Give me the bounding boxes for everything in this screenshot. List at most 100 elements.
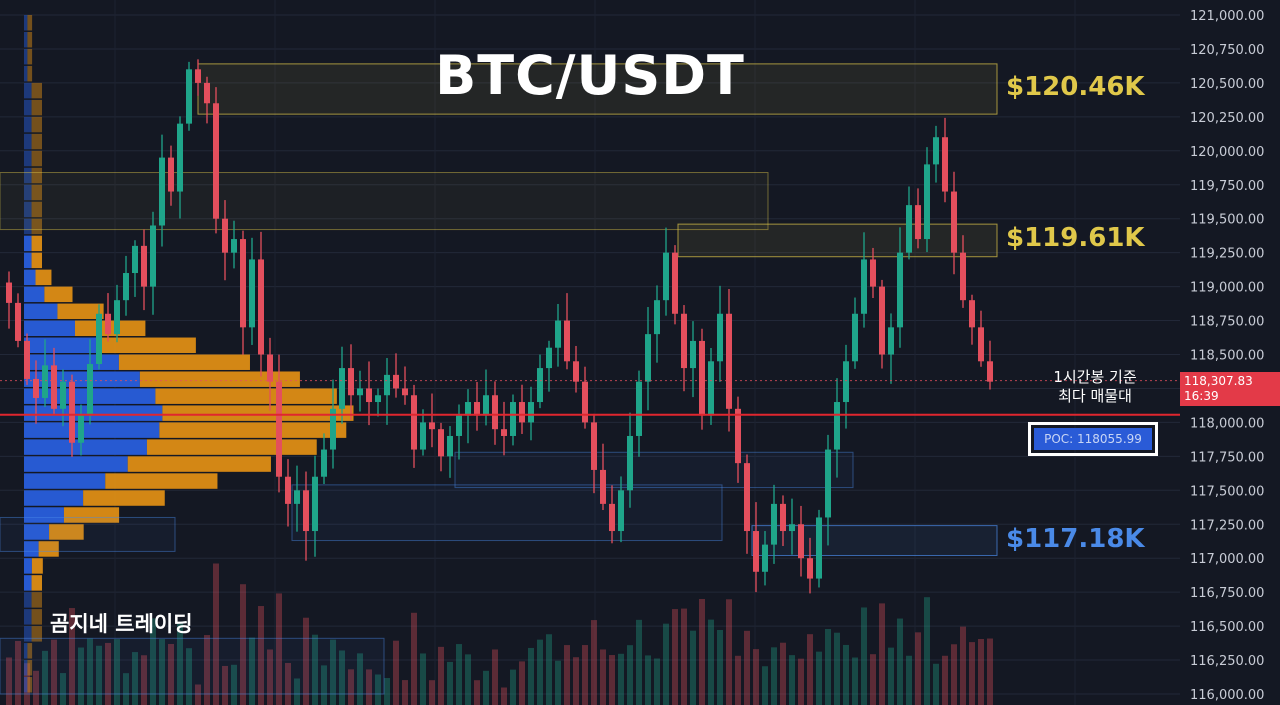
- price-tick-label: 119,750.00: [1190, 179, 1264, 194]
- candle-body: [636, 381, 642, 436]
- volume-bar: [123, 673, 129, 705]
- volume-profile-sell: [96, 337, 196, 353]
- volume-bar: [618, 653, 624, 705]
- volume-bar: [348, 669, 354, 705]
- poc-label-box: POC: 118055.99: [1028, 422, 1158, 456]
- volume-bar: [186, 648, 192, 705]
- candle-body: [690, 340, 696, 369]
- volume-profile-sell: [27, 660, 33, 676]
- candle-body: [879, 286, 885, 355]
- volume-profile-sell: [118, 354, 250, 370]
- volume-bar: [501, 687, 507, 705]
- price-tick-label: 117,750.00: [1190, 450, 1264, 465]
- volume-profile-sell: [31, 575, 42, 591]
- candle-body: [348, 368, 354, 396]
- volume-profile-buy: [24, 660, 28, 676]
- candle-body: [699, 340, 705, 416]
- candle-body: [213, 103, 219, 219]
- price-tick-label: 117,000.00: [1190, 552, 1264, 567]
- volume-profile-buy: [24, 643, 28, 659]
- volume-bar: [807, 634, 813, 705]
- candle-body: [870, 259, 876, 287]
- volume-bar: [384, 678, 390, 705]
- volume-profile-buy: [24, 405, 163, 421]
- candle-body: [861, 259, 867, 314]
- volume-profile-buy: [24, 473, 106, 489]
- candle-body: [384, 374, 390, 396]
- candle-body: [735, 408, 741, 464]
- volume-bar: [942, 655, 948, 705]
- candle-body: [330, 408, 336, 450]
- volume-profile-buy: [24, 677, 28, 693]
- volume-profile-sell: [31, 235, 42, 252]
- candle-body: [258, 259, 264, 355]
- volume-bar: [492, 649, 498, 705]
- candle-body: [321, 449, 327, 477]
- price-tick-label: 119,250.00: [1190, 247, 1264, 262]
- volume-bar: [843, 644, 849, 705]
- volume-profile-sell: [83, 490, 165, 506]
- candle-body: [780, 503, 786, 532]
- volume-bar: [978, 638, 984, 705]
- candle-body: [69, 381, 75, 443]
- candle-body: [393, 374, 399, 389]
- candle-body: [429, 422, 435, 430]
- volume-profile-sell: [31, 609, 42, 625]
- volume-profile-sell: [27, 15, 33, 31]
- volume-bar: [159, 639, 165, 705]
- candle-body: [294, 490, 300, 504]
- volume-profile-sell: [31, 99, 42, 116]
- volume-bar: [213, 563, 219, 705]
- brand-watermark: 곰지네 트레이딩: [50, 612, 193, 636]
- candle-body: [609, 503, 615, 532]
- volume-profile-sell: [49, 524, 84, 540]
- volume-profile-buy: [24, 82, 32, 99]
- volume-bar: [96, 645, 102, 705]
- volume-bar: [78, 647, 84, 705]
- candle-body: [474, 402, 480, 416]
- volume-bar: [483, 670, 489, 705]
- volume-profile-sell: [31, 184, 42, 201]
- volume-bar: [897, 618, 903, 705]
- candle-body: [744, 463, 750, 532]
- volume-profile-buy: [24, 439, 147, 455]
- volume-profile-sell: [35, 269, 52, 286]
- candle-body: [141, 245, 147, 287]
- price-tick-label: 119,500.00: [1190, 213, 1264, 228]
- volume-bar: [33, 670, 39, 705]
- volume-bar: [465, 654, 471, 705]
- volume-bar: [141, 655, 147, 705]
- volume-profile-buy: [24, 575, 32, 591]
- price-zone-secondary: [0, 637, 385, 695]
- volume-profile-sell: [162, 405, 354, 421]
- price-tick-label: 120,500.00: [1190, 77, 1264, 92]
- candle-body: [24, 340, 30, 379]
- candle-body: [51, 365, 57, 409]
- volume-bar: [708, 619, 714, 705]
- candle-body: [762, 544, 768, 572]
- price-tick-label: 121,000.00: [1190, 9, 1264, 24]
- volume-profile-buy: [24, 320, 75, 337]
- zone-price-label: $117.18K: [1006, 523, 1145, 554]
- volume-profile-buy: [24, 286, 45, 303]
- volume-profile-buy: [24, 337, 97, 353]
- volume-bar: [411, 612, 417, 705]
- volume-profile-sell: [146, 439, 317, 455]
- volume-bar: [870, 654, 876, 705]
- candle-body: [924, 164, 930, 240]
- volume-bar: [960, 626, 966, 705]
- candle-body: [285, 476, 291, 504]
- candle-body: [123, 273, 129, 301]
- candle-body: [546, 347, 552, 369]
- volume-profile-sell: [31, 150, 42, 167]
- volume-profile-buy: [24, 235, 32, 252]
- candle-body: [105, 313, 111, 335]
- candle-body: [825, 449, 831, 518]
- volume-bar: [726, 599, 732, 705]
- volume-bar: [582, 645, 588, 705]
- volume-bar: [420, 653, 426, 705]
- volume-bar: [393, 640, 399, 705]
- poc-label: POC: 118055.99: [1034, 428, 1152, 450]
- candle-body: [942, 137, 948, 192]
